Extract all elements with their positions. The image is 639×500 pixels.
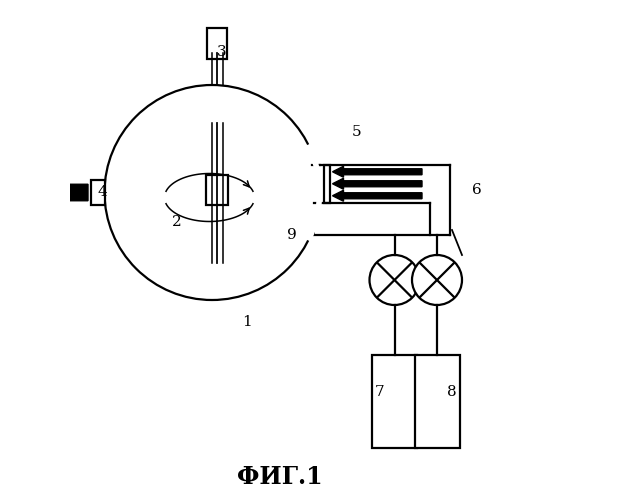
Circle shape bbox=[412, 255, 462, 305]
Bar bbox=[206, 175, 228, 205]
Text: 7: 7 bbox=[374, 386, 384, 400]
Text: 4: 4 bbox=[97, 186, 107, 200]
Text: 9: 9 bbox=[287, 228, 297, 242]
Text: 3: 3 bbox=[217, 46, 227, 60]
Bar bbox=[207, 28, 227, 59]
FancyArrow shape bbox=[47, 179, 88, 206]
Text: 2: 2 bbox=[172, 216, 182, 230]
FancyArrow shape bbox=[332, 190, 422, 201]
FancyArrow shape bbox=[332, 178, 422, 189]
Text: 6: 6 bbox=[472, 183, 482, 197]
Text: 8: 8 bbox=[447, 386, 457, 400]
FancyArrow shape bbox=[332, 166, 422, 177]
Bar bbox=[415, 355, 459, 448]
Text: 1: 1 bbox=[242, 316, 252, 330]
Circle shape bbox=[369, 255, 419, 305]
Bar bbox=[323, 165, 330, 202]
Bar bbox=[372, 355, 417, 448]
Bar bbox=[91, 180, 105, 205]
Text: ФИГ.1: ФИГ.1 bbox=[236, 466, 322, 489]
Text: 5: 5 bbox=[352, 126, 362, 140]
